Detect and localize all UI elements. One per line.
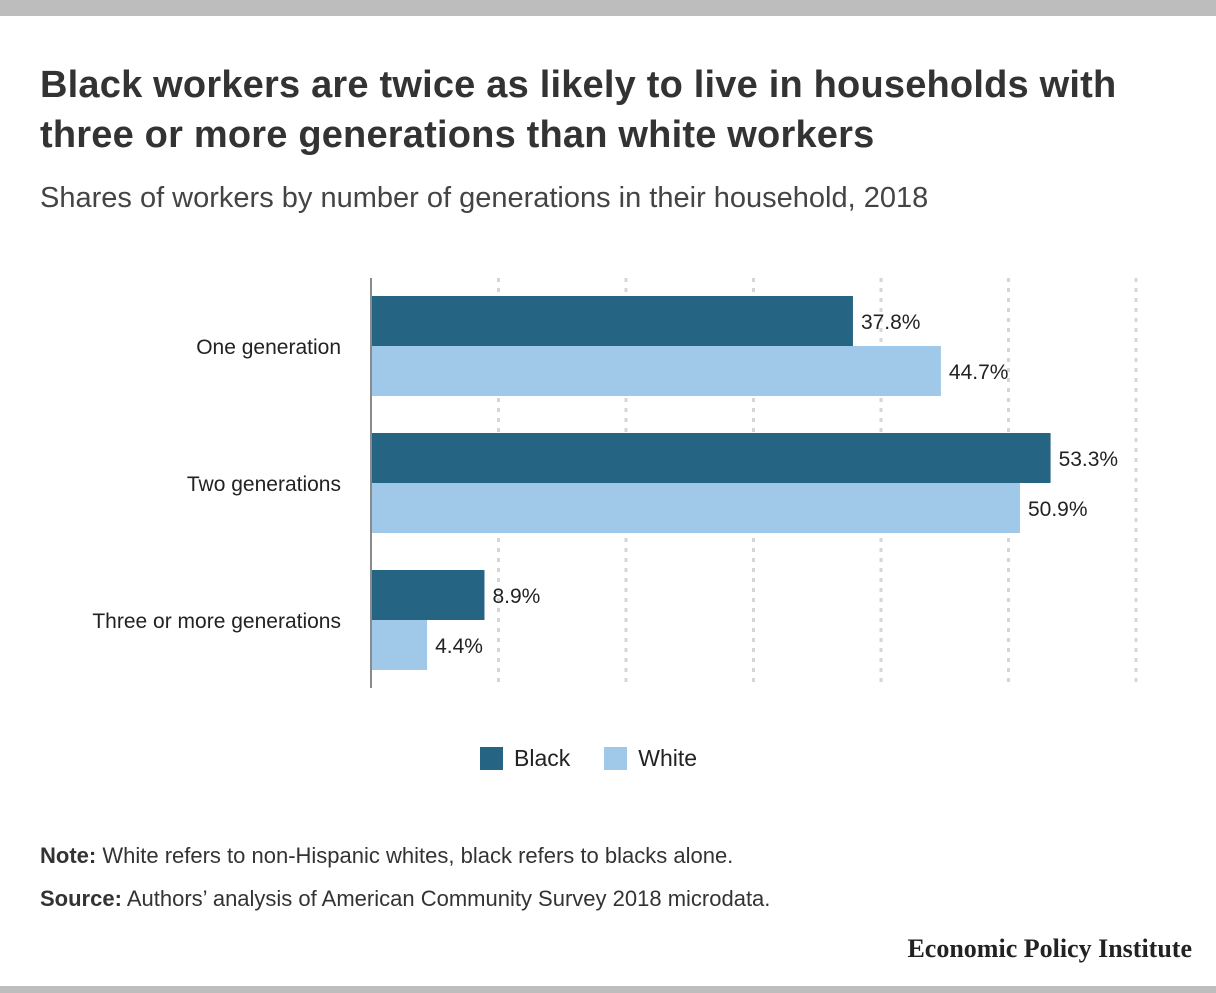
bottom-rule — [0, 986, 1216, 993]
note-label: Note: — [40, 843, 97, 868]
category-label: Two generations — [187, 473, 341, 496]
legend-swatch-black — [480, 746, 503, 770]
source-label: Source: — [40, 886, 122, 911]
legend-item-white: White — [604, 745, 697, 772]
legend-item-black: Black — [480, 745, 570, 772]
category-label: One generation — [196, 336, 341, 359]
data-label: 8.9% — [492, 585, 540, 608]
bar-black — [371, 433, 1051, 483]
data-label: 4.4% — [435, 635, 483, 658]
data-label: 50.9% — [1028, 498, 1088, 521]
brand-logo-text: Economic Policy Institute — [907, 934, 1192, 963]
bar-black — [371, 296, 853, 346]
legend-label-white: White — [638, 744, 698, 771]
top-rule — [0, 0, 1216, 16]
chart-title: Black workers are twice as likely to liv… — [40, 64, 1117, 156]
data-label: 44.7% — [949, 361, 1009, 384]
data-label: 53.3% — [1059, 448, 1119, 471]
legend-label-black: Black — [514, 744, 571, 771]
source-text: Authors’ analysis of American Community … — [126, 886, 771, 911]
bar-chart: One generation 37.8% 44.7% Two generations 5… — [92, 278, 1138, 688]
chart-subtitle: Shares of workers by number of generatio… — [40, 182, 929, 214]
bar-white — [371, 483, 1020, 533]
bar-white — [371, 620, 428, 670]
chart-legend: Black White — [480, 744, 731, 772]
note-text: White refers to non-Hispanic whites, bla… — [102, 843, 734, 868]
bar-white — [371, 346, 941, 396]
bar-black — [371, 570, 485, 620]
data-label: 37.8% — [861, 311, 921, 334]
note: Note: White refers to non-Hispanic white… — [40, 841, 733, 871]
source: Source: Authors’ analysis of American Co… — [40, 884, 770, 914]
legend-swatch-white — [604, 746, 628, 770]
category-label: Three or more generations — [92, 610, 341, 633]
